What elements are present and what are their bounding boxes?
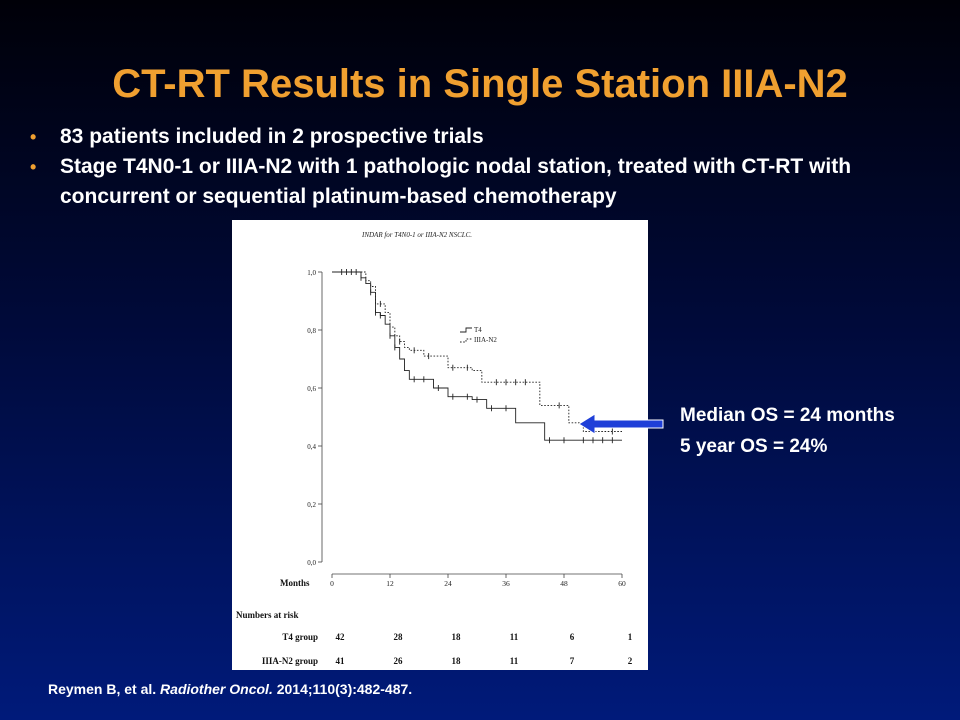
- x-tick-label: 36: [502, 579, 510, 588]
- bullet-item: • 83 patients included in 2 prospective …: [30, 122, 950, 152]
- citation-journal: Radiother Oncol.: [160, 681, 273, 697]
- x-tick-label: 12: [386, 579, 394, 588]
- x-tick-label: 24: [444, 579, 452, 588]
- legend-swatch-t4: [460, 327, 472, 333]
- risk-value: 18: [452, 632, 462, 642]
- legend-label-t4: T4: [474, 326, 482, 334]
- citation: Reymen B, et al. Radiother Oncol. 2014;1…: [48, 681, 412, 697]
- legend-swatch-iiia-n2: [460, 338, 472, 343]
- risk-value: 2: [628, 656, 633, 666]
- arrow-left-icon: [578, 413, 664, 435]
- y-tick-label: 0,4: [307, 443, 316, 451]
- bullet-dot-icon: •: [30, 157, 37, 177]
- risk-value: 6: [570, 632, 575, 642]
- risk-row-label: T4 group: [282, 632, 318, 642]
- bullet-text: Stage T4N0-1 or IIIA-N2 with 1 pathologi…: [60, 155, 852, 208]
- risk-value: 28: [394, 632, 404, 642]
- bullet-item: • Stage T4N0-1 or IIIA-N2 with 1 patholo…: [30, 152, 950, 212]
- chart-title: INDAR for T4N0-1 or IIIA-N2 NSCLC.: [361, 231, 472, 239]
- citation-authors: Reymen B, et al.: [48, 681, 157, 697]
- risk-value: 26: [394, 656, 404, 666]
- risk-value: 42: [336, 632, 346, 642]
- kaplan-meier-chart: INDAR for T4N0-1 or IIIA-N2 NSCLC. 0,0 0,2…: [236, 231, 633, 666]
- x-tick-label: 48: [560, 579, 568, 588]
- y-tick-label: 1,0: [307, 269, 316, 277]
- y-tick-label: 0,6: [307, 385, 316, 393]
- median-os-text: Median OS = 24 months: [680, 405, 895, 426]
- risk-value: 11: [510, 632, 519, 642]
- bullet-text: 83 patients included in 2 prospective tr…: [60, 125, 484, 148]
- x-axis-label: Months: [280, 578, 310, 588]
- slide-title: CT-RT Results in Single Station IIIA-N2: [112, 62, 848, 106]
- bullet-list: • 83 patients included in 2 prospective …: [30, 122, 950, 212]
- risk-row-label: IIIA-N2 group: [262, 656, 318, 666]
- x-tick-label: 0: [330, 579, 334, 588]
- y-tick-label: 0,0: [307, 559, 316, 567]
- risk-value: 18: [452, 656, 462, 666]
- five-year-os-text: 5 year OS = 24%: [680, 436, 828, 457]
- series-line-iiia-n2: [332, 271, 622, 432]
- y-tick-label: 0,2: [307, 501, 316, 509]
- x-tick-label: 60: [618, 579, 626, 588]
- risk-value: 41: [336, 656, 346, 666]
- y-tick-label: 0,8: [307, 327, 316, 335]
- risk-value: 11: [510, 656, 519, 666]
- annotation-box: Median OS = 24 months 5 year OS = 24%: [680, 400, 895, 462]
- bullet-dot-icon: •: [30, 127, 37, 147]
- risk-value: 1: [628, 632, 633, 642]
- risk-table-header: Numbers at risk: [236, 610, 299, 620]
- risk-value: 7: [570, 656, 575, 666]
- survival-figure: INDAR for T4N0-1 or IIIA-N2 NSCLC. 0,0 0,2…: [232, 220, 648, 670]
- citation-details: 2014;110(3):482-487.: [276, 681, 413, 697]
- legend-label-iiia-n2: IIIA-N2: [474, 336, 497, 344]
